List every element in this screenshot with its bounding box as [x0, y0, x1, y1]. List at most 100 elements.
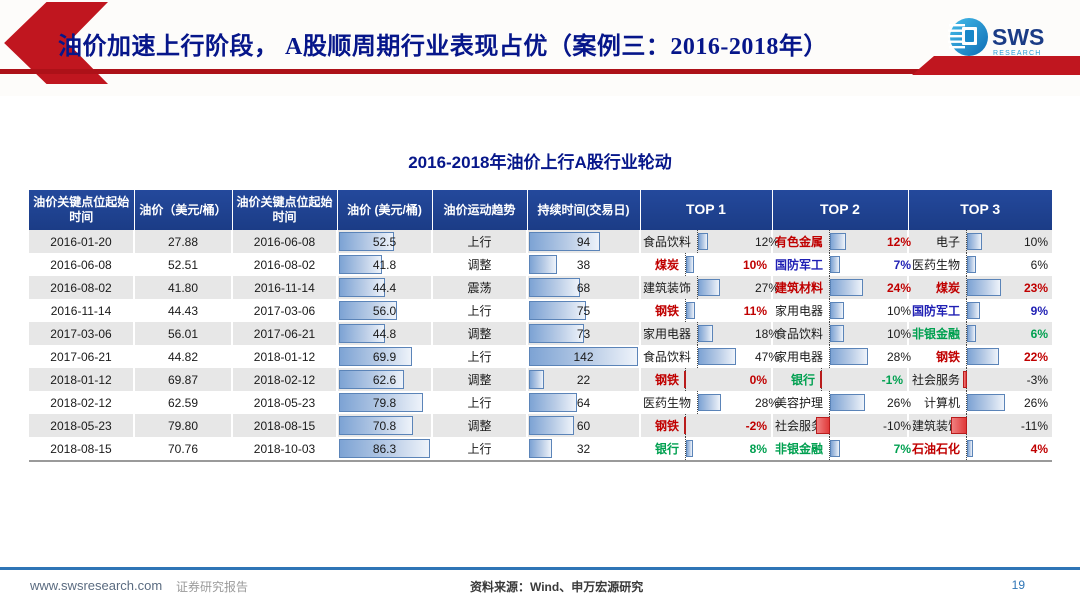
header: 油价加速上行阶段， A股顺周期行业表现占优（案例三：2016-2018年） SW… [0, 0, 1080, 96]
top1-cell: 家用电器 18% [640, 322, 779, 345]
data-bar-value: 68 [576, 280, 591, 295]
top3-cell: 医药生物 6% [908, 253, 1052, 276]
industry-name: 银行 [790, 373, 815, 387]
table-body: 2016-01-20 27.88 2016-06-08 52.5 上行 94 食品饮料 12%… [29, 230, 1052, 460]
top2-cell: 食品饮料 10% [772, 322, 911, 345]
top1-cell: 钢铁 0% [640, 368, 773, 391]
positive-bar [967, 348, 1000, 365]
table-row: 2016-01-20 27.88 2016-06-08 52.5 上行 94 食品饮料 12%… [29, 230, 1052, 253]
data-bar-value: 22 [576, 372, 591, 387]
data-bar [529, 347, 638, 366]
bar-zone [966, 253, 1006, 276]
trend: 上行 [432, 299, 528, 322]
industry-return: 6% [1030, 326, 1048, 341]
top2-cell: 建筑材料 24% [772, 276, 912, 299]
bar-zone [829, 345, 869, 368]
industry-name: 钢铁 [654, 373, 679, 387]
positive-bar [698, 233, 708, 250]
bar-zone [820, 368, 861, 391]
data-bar-value: 75 [576, 303, 591, 318]
col-end-price: 油价 (美元/桶) [337, 190, 433, 230]
data-bar [339, 370, 405, 389]
bar-zone [685, 299, 725, 322]
industry-name: 家用电器 [775, 304, 824, 318]
negative-bar [962, 371, 967, 388]
industry-name: 食品饮料 [775, 327, 824, 341]
end-date: 2018-05-23 [232, 391, 338, 414]
industry-name: 非银金融 [911, 327, 960, 341]
industry-name: 钢铁 [935, 350, 960, 364]
positive-bar [967, 233, 982, 250]
data-bar-value: 41.8 [372, 257, 397, 272]
top1-cell: 建筑装饰 27% [640, 276, 779, 299]
website-link[interactable]: www.swsresearch.com [30, 578, 163, 593]
table-row: 2018-01-12 69.87 2018-02-12 62.6 调整 22 钢铁 0% 银行 -… [29, 368, 1052, 391]
positive-bar [698, 394, 721, 411]
data-bar-value: 32 [576, 441, 591, 456]
positive-bar [686, 440, 693, 457]
top-cell: 煤炭 23% [909, 276, 1052, 299]
top-cell: 非银金融 7% [773, 437, 911, 460]
industry-return: 24% [886, 280, 912, 295]
end-price: 86.3 [337, 437, 433, 460]
top3-cell: 钢铁 22% [908, 345, 1052, 368]
trend: 上行 [432, 437, 528, 460]
table-row: 2018-05-23 79.80 2018-08-15 70.8 调整 60 钢铁 -2% 社会… [29, 414, 1052, 437]
start-price: 69.87 [134, 368, 233, 391]
negative-bar [684, 371, 686, 388]
data-bar [339, 324, 386, 343]
top2-cell: 银行 -1% [772, 368, 909, 391]
industry-return: 26% [1023, 395, 1048, 410]
industry-return: -11% [1020, 418, 1048, 433]
col-duration: 持续时间(交易日) [527, 190, 641, 230]
start-price: 52.51 [134, 253, 233, 276]
top3-cell: 国防军工 9% [908, 299, 1052, 322]
data-bar-value: 86.3 [372, 441, 397, 456]
negative-bar [950, 417, 967, 434]
industry-name: 建筑材料 [775, 281, 824, 295]
industry-name: 美容护理 [775, 396, 824, 410]
start-price: 79.80 [134, 414, 233, 437]
industry-name: 国防军工 [911, 304, 960, 318]
duration: 142 [527, 345, 641, 368]
industry-return: 7% [893, 257, 912, 272]
table-row: 2017-06-21 44.82 2018-01-12 69.9 上行 142 食品饮料 47… [29, 345, 1052, 368]
industry-return: 18% [754, 326, 780, 341]
bar-zone [685, 253, 725, 276]
top-cell: 食品饮料 12% [641, 230, 779, 253]
col-end-date: 油价关键点位起始时间 [232, 190, 338, 230]
end-date: 2018-01-12 [232, 345, 338, 368]
industry-return: -10% [883, 418, 912, 433]
top-cell: 钢铁 0% [641, 368, 771, 391]
bar-zone [829, 437, 869, 460]
top-cell: 钢铁 11% [641, 299, 771, 322]
trend: 调整 [432, 368, 528, 391]
industry-name: 国防军工 [775, 258, 824, 272]
col-start-price: 油价（美元/桶） [134, 190, 233, 230]
industry-name: 社会服务 [911, 373, 960, 387]
top1-cell: 食品饮料 47% [640, 345, 779, 368]
data-bar [339, 232, 394, 251]
start-price: 44.82 [134, 345, 233, 368]
top2-cell: 国防军工 7% [772, 253, 912, 276]
logo-sws-text: SWS [992, 24, 1044, 50]
industry-name: 食品饮料 [643, 235, 692, 249]
bar-zone [966, 299, 1006, 322]
start-price: 62.59 [134, 391, 233, 414]
industry-name: 医药生物 [643, 396, 692, 410]
data-bar [339, 255, 382, 274]
top3-cell: 计算机 26% [908, 391, 1052, 414]
industry-return: 27% [754, 280, 780, 295]
top2-cell: 非银金融 7% [772, 437, 911, 460]
top-cell: 家用电器 18% [641, 322, 779, 345]
top2-cell: 社会服务 -10% [772, 414, 912, 437]
data-bar-value: 52.5 [372, 234, 397, 249]
top-cell: 煤炭 10% [641, 253, 771, 276]
positive-bar [698, 279, 720, 296]
end-price: 44.8 [337, 322, 433, 345]
top-cell: 国防军工 9% [909, 299, 1052, 322]
industry-name: 食品饮料 [643, 350, 692, 364]
end-date: 2018-02-12 [232, 368, 338, 391]
data-bar [529, 370, 545, 389]
positive-bar [830, 233, 847, 250]
